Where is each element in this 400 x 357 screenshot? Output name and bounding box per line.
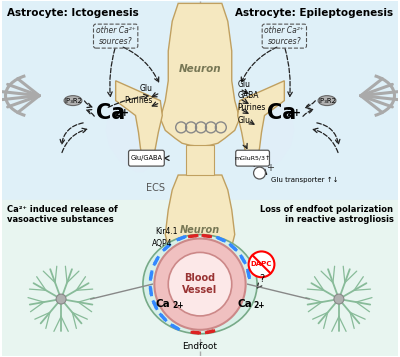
FancyBboxPatch shape <box>236 150 270 166</box>
Polygon shape <box>106 99 160 172</box>
Text: Ca: Ca <box>96 102 125 122</box>
Polygon shape <box>165 175 235 277</box>
Text: Purines: Purines <box>238 103 266 112</box>
Text: 2+: 2+ <box>172 301 184 310</box>
Text: Ca: Ca <box>268 102 297 122</box>
Circle shape <box>154 238 246 330</box>
Text: Neuron: Neuron <box>179 64 221 74</box>
Text: Glu transporter ↑↓: Glu transporter ↑↓ <box>272 177 339 183</box>
Circle shape <box>334 294 344 304</box>
Text: 2+: 2+ <box>115 107 130 117</box>
Text: ECS: ECS <box>146 183 165 193</box>
Text: Blood
Vessel: Blood Vessel <box>182 273 218 295</box>
Circle shape <box>254 167 266 179</box>
Text: vasoactive substances: vasoactive substances <box>6 215 113 224</box>
Circle shape <box>249 251 274 277</box>
Text: IP₃R2: IP₃R2 <box>318 97 336 104</box>
Text: Ca: Ca <box>156 299 171 309</box>
FancyBboxPatch shape <box>128 150 164 166</box>
Text: other Ca²⁺
sources?: other Ca²⁺ sources? <box>264 26 304 46</box>
Polygon shape <box>186 145 214 175</box>
Text: Glu: Glu <box>139 84 152 93</box>
Polygon shape <box>160 3 240 146</box>
Text: DAPC: DAPC <box>251 261 272 267</box>
Text: Ca: Ca <box>237 299 252 309</box>
Text: Glu/GABA: Glu/GABA <box>130 155 162 161</box>
Ellipse shape <box>64 96 82 106</box>
Text: +: + <box>266 163 274 173</box>
Text: Endfoot: Endfoot <box>182 342 218 351</box>
Text: ?: ? <box>259 274 264 284</box>
Circle shape <box>168 252 232 316</box>
Text: 2+: 2+ <box>286 107 301 117</box>
Text: Kir4.1: Kir4.1 <box>156 227 178 236</box>
Polygon shape <box>238 81 284 165</box>
Bar <box>2 200 398 356</box>
Text: Astrocyte: Epileptogenesis: Astrocyte: Epileptogenesis <box>235 8 394 18</box>
Text: Astrocyte: Ictogenesis: Astrocyte: Ictogenesis <box>6 8 138 18</box>
Text: GABA: GABA <box>238 91 259 100</box>
Text: 2+: 2+ <box>254 301 265 310</box>
Text: mGluR5/3↑: mGluR5/3↑ <box>234 156 271 161</box>
Text: Glu: Glu <box>238 80 251 89</box>
Text: Glu: Glu <box>238 116 251 125</box>
Text: Neuron: Neuron <box>180 225 220 235</box>
Ellipse shape <box>318 96 336 106</box>
Text: IP₃R2: IP₃R2 <box>64 97 82 104</box>
Text: Loss of endfoot polarization: Loss of endfoot polarization <box>260 205 394 214</box>
Polygon shape <box>116 81 162 165</box>
Bar <box>2 1 398 200</box>
Text: AQP4: AQP4 <box>152 239 172 248</box>
Text: Purines: Purines <box>124 96 152 105</box>
Text: in reactive astrogliosis: in reactive astrogliosis <box>285 215 394 224</box>
Polygon shape <box>240 99 294 172</box>
Ellipse shape <box>143 235 257 334</box>
Circle shape <box>56 294 66 304</box>
Text: Ca²⁺ induced release of: Ca²⁺ induced release of <box>6 205 117 214</box>
Text: other Ca²⁺
sources?: other Ca²⁺ sources? <box>96 26 136 46</box>
